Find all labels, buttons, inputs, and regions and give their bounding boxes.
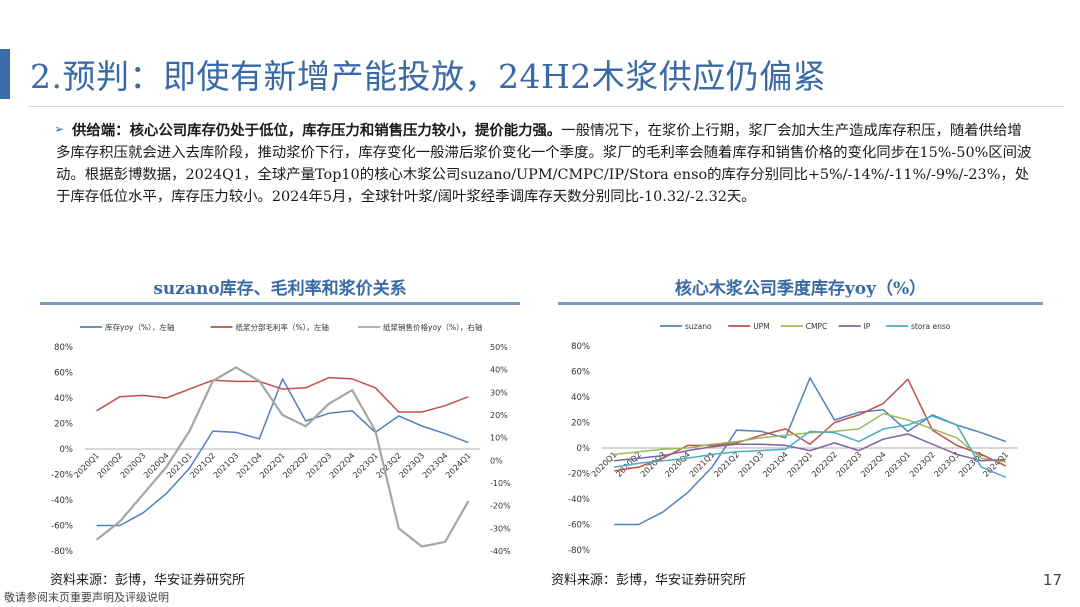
y-left-tick-label: 40% — [54, 394, 73, 404]
y-right-tick-label: 30% — [490, 388, 508, 397]
title-accent-bar — [0, 49, 10, 99]
y-left-tick-label: 60% — [54, 369, 73, 379]
x-tick-label: 2021Q3 — [737, 450, 766, 479]
y-left-tick-label: -60% — [51, 522, 73, 532]
y-left-tick-label: -80% — [568, 546, 590, 556]
y-right-tick-label: -20% — [490, 502, 511, 511]
page-title: 2.预判：即使有新增产能投放，24H2木浆供应仍偏紧 — [30, 57, 827, 96]
y-left-tick-label: -40% — [51, 496, 73, 506]
legend-label: stora enso — [911, 322, 951, 331]
legend-label: 库存yoy（%），左轴 — [105, 322, 174, 332]
y-right-tick-label: -30% — [490, 524, 511, 533]
legend-label: suzano — [685, 322, 712, 331]
y-right-tick-label: -10% — [490, 479, 511, 488]
y-left-tick-label: 0% — [577, 444, 591, 454]
arrow-bullet-icon: ➢ — [54, 122, 65, 136]
right-chart-source: 资料来源：彭博，华安证券研究所 — [551, 573, 747, 588]
series-line-yoy — [96, 378, 469, 527]
y-left-tick-label: 20% — [571, 419, 590, 429]
legend-label: IP — [864, 322, 871, 331]
y-right-tick-label: 10% — [490, 434, 508, 443]
y-left-tick-label: -20% — [568, 470, 590, 480]
series-line-suzano — [614, 377, 1007, 526]
left-chart-title-underline — [40, 302, 520, 305]
x-tick-label: 2023Q1 — [883, 450, 912, 479]
legend-label: 纸浆分部毛利率（%），左轴 — [236, 322, 329, 332]
y-right-tick-label: 20% — [490, 411, 508, 420]
x-tick-label: 2023Q2 — [908, 450, 937, 479]
series-line-1 — [96, 376, 469, 413]
y-left-tick-label: -40% — [568, 495, 590, 505]
x-tick-label: 2021Q4 — [761, 450, 790, 479]
supply-paragraph: 供给端：核心公司库存仍处于低位，库存压力和销售压力较小，提价能力强。一般情况下，… — [56, 120, 1036, 208]
series-line-cmpc — [614, 412, 1006, 463]
disclaimer-text: 敬请参阅末页重要声明及评级说明 — [4, 591, 169, 604]
x-tick-label: 2022Q1 — [786, 450, 815, 479]
y-left-tick-label: 80% — [571, 342, 590, 352]
legend-label: UPM — [753, 322, 769, 331]
series-line-yoy — [95, 366, 470, 548]
y-left-tick-label: -80% — [51, 547, 73, 557]
supply-body-text: 一般情况下，在浆价上行期，浆厂会加大生产造成库存积压，随着供给增多库存积压就会进… — [56, 123, 1032, 205]
right-chart-title: 核心木浆公司季度库存yoy（%） — [674, 279, 927, 299]
y-left-tick-label: 40% — [571, 393, 590, 403]
x-tick-label: 2024Q1 — [981, 450, 1010, 479]
series-line-stora-enso — [614, 415, 1007, 478]
right-chart-title-underline — [558, 302, 1043, 305]
x-tick-label: 2020Q3 — [639, 450, 668, 479]
left-chart-title: suzano库存、毛利率和浆价关系 — [153, 279, 407, 299]
y-right-tick-label: -40% — [490, 547, 511, 556]
y-right-tick-label: 50% — [490, 343, 508, 352]
legend-label: CMPC — [806, 322, 827, 331]
y-left-tick-label: 0% — [60, 445, 74, 455]
y-left-tick-label: 80% — [54, 343, 73, 353]
page-number: 17 — [1042, 571, 1062, 589]
x-tick-label: 2022Q4 — [859, 450, 888, 479]
right-chart: 80%60%40%20%0%-20%-40%-60%-80%2020Q12020… — [568, 322, 1018, 556]
x-tick-label: 2022Q3 — [835, 450, 864, 479]
y-left-tick-label: -60% — [568, 521, 590, 531]
y-left-tick-label: 20% — [54, 420, 73, 430]
y-right-tick-label: 0% — [490, 456, 503, 465]
left-chart: 80% 60% 40% 20% 0% -20% -40% -60% -80% 50% 40% 30% 2… — [51, 322, 511, 557]
series-line-ip — [614, 433, 1006, 462]
x-tick-label: 2024Q1 — [444, 451, 473, 480]
y-left-tick-label: 60% — [571, 368, 590, 378]
series-line-upm — [614, 378, 1007, 472]
left-chart-source: 资料来源：彭博，华安证券研究所 — [50, 573, 246, 588]
y-left-tick-label: -20% — [51, 471, 73, 481]
y-right-tick-label: 40% — [490, 366, 508, 375]
legend-label: 纸浆销售价格yoy（%），右轴 — [383, 322, 482, 332]
supply-bold-lead: 供给端：核心公司库存仍处于低位，库存压力和销售压力较小，提价能力强。 — [72, 122, 562, 139]
title-divider — [28, 106, 1064, 107]
x-tick-label: 2022Q2 — [810, 450, 839, 479]
